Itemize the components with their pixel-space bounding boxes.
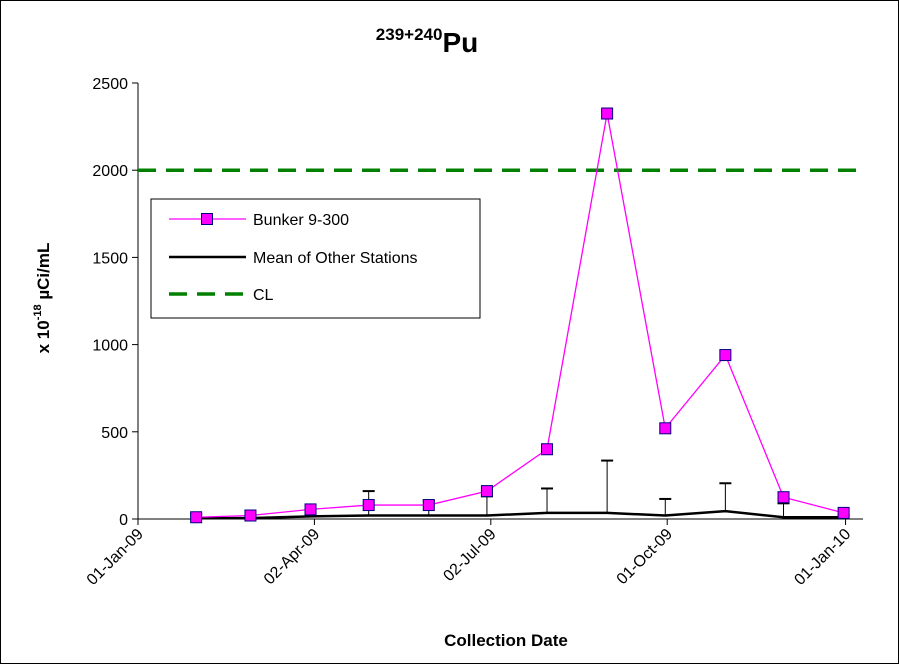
- x-axis-ticks: 01-Jan-09 02-Apr-09 02-Jul-09 01-Oct-09 01-J…: [84, 519, 854, 589]
- bunker-point: [541, 443, 554, 456]
- bunker-point: [362, 499, 375, 512]
- bunker-point: [837, 506, 850, 519]
- bunker-point: [777, 491, 790, 504]
- legend: Bunker 9-300 Mean of Other Stations CL: [150, 198, 481, 319]
- y-tick-label: 2500: [92, 76, 128, 93]
- x-tick-label: 02-Jul-09: [440, 526, 499, 585]
- y-tick-label: 1500: [92, 250, 128, 267]
- chart-title-superscript: 239+240: [376, 25, 443, 44]
- bunker-point: [422, 499, 435, 512]
- y-axis-title-prefix: x 10: [34, 320, 53, 353]
- mean-line: [196, 509, 844, 520]
- series-mean-of-other-stations: [190, 459, 850, 520]
- y-tick-label: 2000: [92, 163, 128, 180]
- bunker-point: [719, 349, 732, 362]
- bunker-point: [480, 485, 493, 498]
- x-tick-label: 01-Jan-10: [791, 526, 854, 589]
- bunker-point: [304, 503, 317, 516]
- x-tick-label: 01-Oct-09: [614, 526, 676, 588]
- bunker-point: [601, 107, 614, 120]
- bunker-point: [659, 422, 672, 435]
- bunker-point: [190, 511, 203, 524]
- bunker-line: [196, 113, 844, 518]
- y-tick-label: 1000: [92, 338, 128, 355]
- series-bunker-9-300: [190, 107, 850, 524]
- legend-label-cl: CL: [253, 287, 274, 304]
- y-tick-label: 0: [119, 512, 128, 529]
- y-tick-label: 500: [101, 425, 128, 442]
- y-axis-title-exponent: -18: [32, 304, 44, 320]
- legend-label-mean: Mean of Other Stations: [253, 250, 418, 267]
- y-axis-title: x 10-18 µCi/mL: [32, 243, 53, 354]
- chart-title: 239+240Pu: [376, 25, 478, 58]
- legend-marker-bunker: [201, 213, 213, 225]
- x-tick-label: 02-Apr-09: [261, 526, 323, 588]
- x-tick-label: 01-Jan-09: [84, 526, 147, 589]
- legend-label-bunker: Bunker 9-300: [253, 212, 349, 229]
- chart-title-main: Pu: [442, 27, 478, 58]
- y-axis-ticks: 0 500 1000 1500 2000 2500: [92, 76, 138, 529]
- y-axis-title-unit: µCi/mL: [34, 243, 53, 305]
- x-axis-title: Collection Date: [444, 631, 568, 650]
- bunker-point: [244, 509, 257, 522]
